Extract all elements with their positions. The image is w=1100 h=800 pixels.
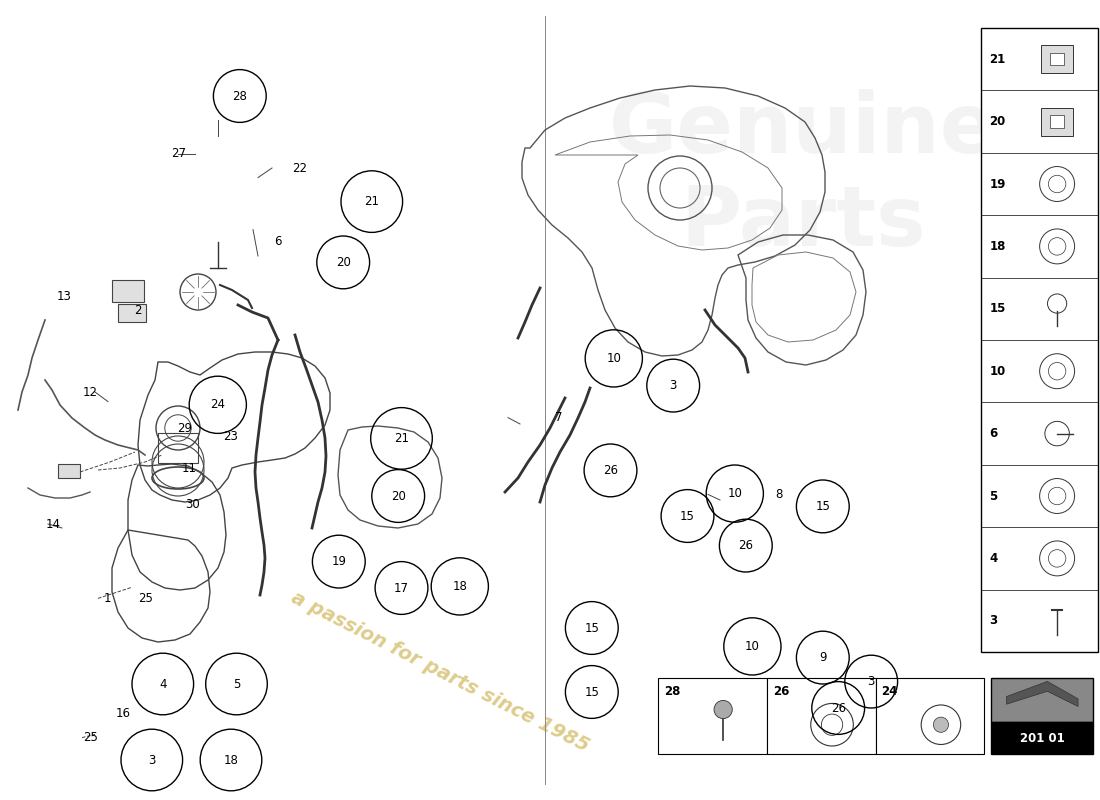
Text: 10: 10: [989, 365, 1005, 378]
Text: 4: 4: [989, 552, 998, 565]
Text: 30: 30: [185, 498, 200, 510]
Text: 4: 4: [160, 678, 166, 690]
Text: 19: 19: [989, 178, 1005, 190]
Text: 20: 20: [390, 490, 406, 502]
Text: 26: 26: [772, 685, 789, 698]
Text: 201 01: 201 01: [1020, 732, 1065, 745]
Circle shape: [933, 717, 948, 732]
Bar: [658, 678, 767, 754]
Bar: [981, 28, 1098, 652]
Text: 26: 26: [830, 702, 846, 714]
Text: 8: 8: [776, 488, 782, 501]
Bar: [1042, 46, 1072, 73]
Text: 29: 29: [177, 422, 192, 435]
Text: a passion for parts since 1985: a passion for parts since 1985: [288, 588, 592, 756]
Text: 21: 21: [394, 432, 409, 445]
Text: 18: 18: [452, 580, 468, 593]
Text: 6: 6: [989, 427, 998, 440]
Text: 5: 5: [989, 490, 998, 502]
Text: 3: 3: [989, 614, 998, 627]
Text: 18: 18: [989, 240, 1005, 253]
Text: 3: 3: [148, 754, 155, 766]
Text: 26: 26: [603, 464, 618, 477]
Text: 20: 20: [989, 115, 1005, 128]
Bar: [1042, 108, 1072, 135]
Text: 15: 15: [680, 510, 695, 522]
Bar: [1050, 53, 1064, 66]
Text: 25: 25: [138, 592, 153, 605]
Bar: [876, 678, 984, 754]
Text: 28: 28: [663, 685, 680, 698]
Text: 14: 14: [45, 518, 60, 530]
Bar: [767, 678, 876, 754]
Bar: [112, 280, 144, 302]
Text: 12: 12: [82, 386, 98, 398]
Text: 23: 23: [223, 430, 239, 443]
Bar: [158, 433, 198, 463]
Text: 10: 10: [606, 352, 621, 365]
Text: 24: 24: [881, 685, 898, 698]
Text: 6: 6: [275, 235, 282, 248]
Text: 10: 10: [727, 487, 742, 500]
Text: 20: 20: [336, 256, 351, 269]
Text: 17: 17: [394, 582, 409, 594]
Text: 24: 24: [210, 398, 225, 411]
Bar: [118, 304, 146, 322]
Text: 11: 11: [182, 462, 197, 474]
Text: 10: 10: [745, 640, 760, 653]
Text: 22: 22: [292, 162, 307, 174]
Text: 13: 13: [56, 290, 72, 302]
Text: 28: 28: [232, 90, 248, 102]
Text: 18: 18: [223, 754, 239, 766]
Text: 15: 15: [989, 302, 1005, 315]
Bar: [991, 722, 1093, 754]
Text: 3: 3: [670, 379, 676, 392]
Text: 7: 7: [556, 411, 562, 424]
Text: 2: 2: [134, 304, 141, 317]
Text: 15: 15: [584, 686, 600, 698]
Text: 25: 25: [82, 731, 98, 744]
Text: 9: 9: [820, 651, 826, 664]
Text: 3: 3: [868, 675, 875, 688]
Text: 26: 26: [738, 539, 754, 552]
Circle shape: [714, 701, 733, 718]
Text: 19: 19: [331, 555, 346, 568]
Text: 15: 15: [815, 500, 830, 513]
Text: 5: 5: [233, 678, 240, 690]
Text: 16: 16: [116, 707, 131, 720]
Bar: [991, 678, 1093, 722]
Polygon shape: [1006, 682, 1078, 706]
Text: Genuine
Parts: Genuine Parts: [608, 89, 998, 263]
Text: 21: 21: [364, 195, 380, 208]
Bar: [1050, 115, 1064, 128]
Text: 27: 27: [170, 147, 186, 160]
Bar: [58, 464, 80, 478]
Text: 21: 21: [989, 53, 1005, 66]
Text: 15: 15: [584, 622, 600, 634]
Text: 1: 1: [104, 592, 111, 605]
